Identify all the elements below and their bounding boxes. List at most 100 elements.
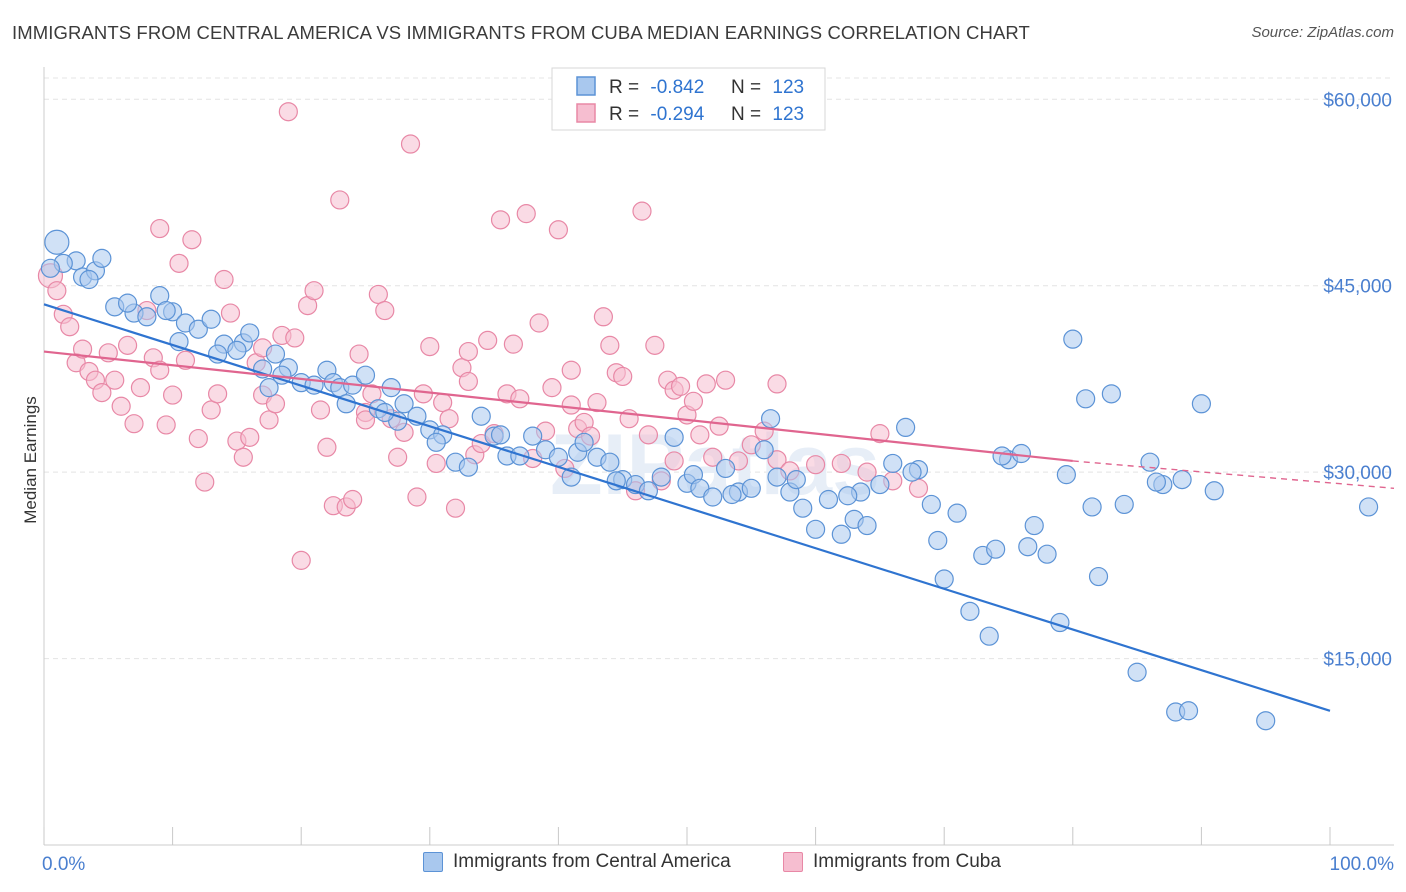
central-america-point-106: [979, 626, 999, 646]
central-america-point-127: [1018, 537, 1038, 557]
x-tick-label-max: 100.0%: [1330, 854, 1395, 875]
cuba-point-79: [548, 220, 569, 240]
central-america-point-70: [760, 409, 781, 429]
cuba-point-113: [857, 462, 877, 482]
legend-n-label-1: N =: [731, 77, 761, 98]
cuba-point-111: [805, 455, 826, 475]
central-america-point-76: [831, 524, 851, 544]
cuba-point-43: [317, 437, 337, 457]
cuba-point-116: [150, 218, 170, 239]
cuba-point-8: [92, 383, 112, 403]
central-america-point-80: [870, 474, 890, 495]
legend-r-value-1: -0.842: [650, 77, 704, 98]
central-america-point-105: [1191, 394, 1212, 414]
cuba-point-28: [220, 303, 241, 323]
cuba-point-92: [632, 201, 652, 221]
central-america-point-69: [754, 440, 774, 460]
cuba-point-22: [182, 230, 202, 250]
central-america-point-66: [715, 458, 736, 479]
cuba-point-57: [407, 487, 427, 507]
central-america-point-56: [600, 452, 620, 472]
cuba-point-42: [310, 400, 331, 420]
central-america-point-100: [1114, 494, 1134, 515]
central-america-point-109: [1178, 701, 1199, 721]
cuba-point-10: [105, 370, 125, 390]
cuba-point-17: [150, 360, 170, 380]
central-america-point-96: [1063, 329, 1083, 349]
central-america-point-87: [947, 503, 967, 523]
cuba-point-123: [870, 424, 890, 444]
central-america-point-125: [1082, 497, 1102, 517]
cuba-point-58: [413, 384, 433, 404]
cuba-point-19: [163, 385, 183, 405]
cuba-point-86: [593, 307, 614, 327]
cuba-point-47: [343, 489, 363, 510]
central-america-point-84: [921, 494, 941, 515]
central-america-point-81: [883, 453, 903, 474]
central-america-point-48: [510, 446, 530, 466]
legend-item-cuba: Immigrants from Cuba: [783, 851, 1001, 873]
central-america-point-73: [793, 498, 813, 518]
trend-line-cuba-extension: [1072, 460, 1395, 489]
trend-lines: [43, 303, 1395, 712]
central-america-point-88: [960, 601, 980, 621]
central-america-point-97: [1076, 389, 1096, 409]
central-america-point-54: [574, 432, 594, 452]
cuba-point-103: [703, 447, 723, 467]
cuba-point-115: [908, 478, 929, 498]
legend-n-value-1: 123: [772, 77, 804, 98]
central-america-point-45: [471, 406, 491, 426]
cuba-point-119: [458, 341, 478, 362]
central-america-point-92: [1011, 443, 1031, 464]
central-america-point-37: [394, 394, 414, 414]
axes: [43, 67, 1394, 846]
cuba-point-23: [188, 428, 208, 449]
cuba-point-11: [111, 396, 131, 416]
cuba-point-45: [330, 190, 350, 210]
central-america-point-68: [741, 478, 761, 498]
central-america-point-75: [818, 489, 839, 510]
cuba-point-31: [240, 427, 260, 447]
legend-r-label-1: R =: [609, 77, 639, 98]
cuba-point-41: [304, 281, 324, 301]
cuba-point-63: [445, 498, 466, 518]
cuba-point-56: [400, 134, 421, 154]
legend-box: R = -0.842 N = 123 R = -0.294 N = 123: [551, 67, 826, 131]
central-america-point-122: [838, 486, 858, 506]
cuba-point-51: [368, 284, 388, 305]
central-america-point-10: [117, 293, 138, 313]
central-america-point-71: [767, 467, 787, 487]
central-america-point-82: [896, 417, 916, 437]
cuba-point-24: [195, 472, 215, 492]
legend-swatch-central-america: [423, 852, 443, 872]
y-tick-label-60000: $60,000: [1323, 90, 1392, 111]
central-america-point-101: [1127, 662, 1147, 682]
cuba-point-34: [259, 410, 279, 430]
central-america-point-51: [548, 447, 569, 467]
cuba-point-54: [388, 447, 408, 467]
cuba-point-18: [156, 415, 176, 435]
central-america-point-42: [426, 432, 446, 452]
svg-text:R = -0.294 N =: R = -0.294 N = 123: [609, 104, 804, 125]
y-tick-label-15000: $15,000: [1323, 650, 1392, 671]
central-america-point-79: [857, 515, 877, 536]
cuba-point-78: [542, 378, 562, 398]
y-tick-labels: $15,000 $30,000 $45,000 $60,000: [1323, 90, 1392, 670]
legend-swatch-cuba: [783, 852, 803, 872]
y-tick-label-45000: $45,000: [1323, 277, 1392, 298]
central-america-point-102: [1140, 452, 1160, 472]
central-america-point-93: [1024, 515, 1044, 536]
central-america-point-0: [44, 229, 70, 255]
central-america-point-6: [92, 248, 112, 268]
central-america-point-98: [1088, 566, 1109, 587]
central-america-point-33: [355, 365, 376, 385]
central-america-point-7: [79, 269, 99, 290]
cuba-point-76: [529, 313, 549, 333]
central-america-point-99: [1101, 384, 1121, 404]
central-america-point-108: [1146, 472, 1166, 492]
central-america-point-44: [458, 457, 478, 477]
cuba-point-98: [670, 376, 691, 396]
legend-n-value-2: 123: [772, 104, 804, 125]
cuba-point-94: [645, 335, 665, 355]
